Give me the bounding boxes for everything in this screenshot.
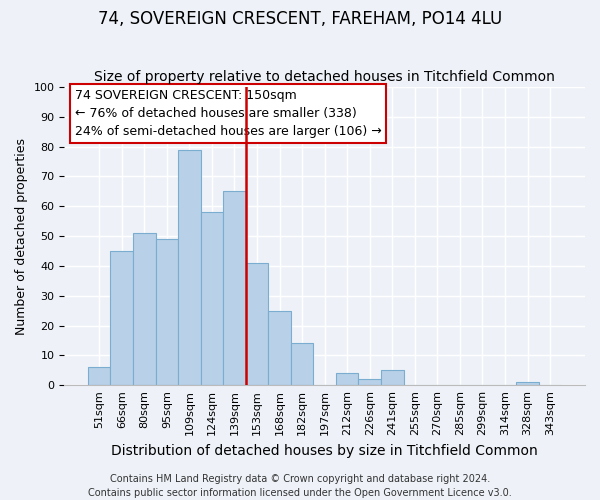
Bar — [223, 192, 246, 385]
Bar — [200, 212, 223, 385]
Bar — [133, 233, 155, 385]
Title: Size of property relative to detached houses in Titchfield Common: Size of property relative to detached ho… — [94, 70, 555, 85]
Y-axis label: Number of detached properties: Number of detached properties — [15, 138, 28, 334]
X-axis label: Distribution of detached houses by size in Titchfield Common: Distribution of detached houses by size … — [111, 444, 538, 458]
Bar — [155, 239, 178, 385]
Text: Contains HM Land Registry data © Crown copyright and database right 2024.
Contai: Contains HM Land Registry data © Crown c… — [88, 474, 512, 498]
Bar — [358, 379, 381, 385]
Bar — [291, 344, 313, 385]
Text: 74, SOVEREIGN CRESCENT, FAREHAM, PO14 4LU: 74, SOVEREIGN CRESCENT, FAREHAM, PO14 4L… — [98, 10, 502, 28]
Text: 74 SOVEREIGN CRESCENT: 150sqm
← 76% of detached houses are smaller (338)
24% of : 74 SOVEREIGN CRESCENT: 150sqm ← 76% of d… — [74, 88, 382, 138]
Bar — [516, 382, 539, 385]
Bar — [178, 150, 200, 385]
Bar — [268, 310, 291, 385]
Bar — [336, 374, 358, 385]
Bar — [246, 263, 268, 385]
Bar — [381, 370, 404, 385]
Bar — [88, 368, 110, 385]
Bar — [110, 251, 133, 385]
